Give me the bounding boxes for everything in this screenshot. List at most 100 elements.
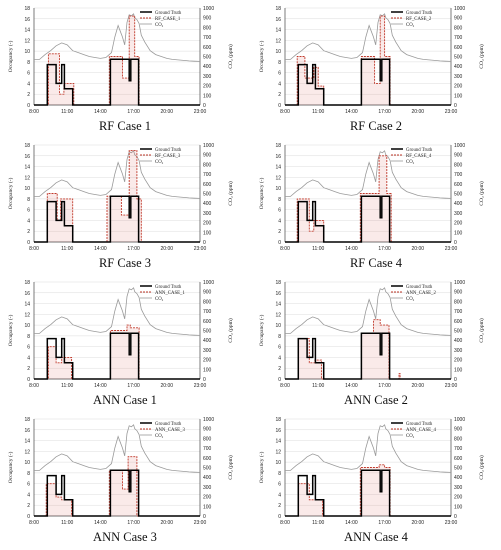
y2-tick-label: 500: [454, 466, 463, 472]
legend-label: CO₂: [406, 23, 415, 28]
series-prediction-area: [285, 319, 451, 379]
y2-tick-label: 0: [203, 514, 206, 520]
y-tick-label: 8: [278, 60, 281, 66]
x-tick-label: 11:00: [61, 383, 73, 389]
y2-tick-label: 100: [454, 367, 463, 373]
y2-tick-label: 500: [454, 55, 463, 61]
x-tick-label: 11:00: [61, 520, 73, 526]
series-co2-line: [285, 13, 452, 62]
x-tick-label: 23:00: [194, 520, 207, 526]
series-co2-line: [285, 424, 452, 473]
x-tick-label: 14:00: [345, 383, 358, 389]
y2-tick-label: 900: [454, 290, 463, 296]
y-tick-label: 14: [24, 165, 30, 171]
y-tick-label: 12: [24, 38, 30, 44]
y-tick-label: 16: [24, 17, 30, 23]
y2-tick-label: 700: [203, 309, 212, 315]
y-tick-label: 4: [27, 355, 30, 361]
x-tick-label: 8:00: [29, 520, 39, 526]
y2-axis-title: CO₂ (ppm): [478, 44, 485, 69]
x-tick-label: 14:00: [345, 520, 358, 526]
chart-panel: 0 2 4 6 8 10 12 14 16 18 0 100 200 300 400 500 600 700 800…: [251, 0, 501, 137]
legend-label: CO₂: [406, 434, 415, 439]
y-tick-label: 4: [278, 218, 281, 224]
y-tick-label: 14: [275, 165, 281, 171]
y2-tick-label: 100: [454, 230, 463, 236]
y2-tick-label: 900: [454, 153, 463, 159]
series-prediction-area: [34, 325, 200, 379]
legend-label: ANN_CASE_2: [406, 291, 436, 296]
y2-tick-label: 100: [454, 93, 463, 99]
y2-tick-label: 0: [454, 514, 457, 520]
y2-tick-label: 1000: [454, 6, 465, 12]
y2-tick-label: 600: [203, 456, 212, 462]
panel-caption: ANN Case 1: [93, 393, 157, 407]
x-tick-label: 23:00: [445, 109, 458, 115]
y2-tick-label: 300: [454, 348, 463, 354]
legend-label: Ground Truth: [155, 11, 182, 16]
y-tick-label: 6: [27, 71, 30, 77]
y2-axis-title: CO₂ (ppm): [227, 455, 234, 480]
y2-tick-label: 700: [454, 172, 463, 178]
y-tick-label: 2: [278, 503, 281, 509]
legend-label: Ground Truth: [406, 148, 433, 153]
y-tick-label: 2: [278, 92, 281, 98]
y-tick-label: 10: [24, 186, 30, 192]
x-tick-label: 8:00: [29, 109, 39, 115]
y2-tick-label: 200: [203, 221, 212, 227]
panel-caption: RF Case 3: [98, 256, 152, 270]
y-tick-label: 18: [275, 280, 281, 286]
y2-tick-label: 800: [203, 436, 212, 442]
y2-tick-label: 400: [203, 475, 212, 481]
y2-tick-label: 200: [454, 358, 463, 364]
series-ground-truth-line: [285, 195, 451, 243]
series-co2-line: [285, 150, 452, 199]
legend-label: ANN_CASE_4: [406, 428, 436, 433]
y2-tick-label: 600: [454, 182, 463, 188]
y2-tick-label: 200: [203, 358, 212, 364]
series-ground-truth-line: [34, 332, 200, 380]
y2-tick-label: 500: [454, 192, 463, 198]
y-tick-label: 10: [275, 323, 281, 329]
series-prediction-area: [285, 16, 451, 106]
x-tick-label: 14:00: [94, 246, 107, 252]
y-tick-label: 2: [278, 366, 281, 372]
y-tick-label: 6: [278, 482, 281, 488]
y2-tick-label: 1000: [454, 417, 465, 423]
y2-tick-label: 400: [203, 64, 212, 70]
y-tick-label: 16: [24, 428, 30, 434]
x-tick-label: 8:00: [280, 109, 290, 115]
panel-caption: ANN Case 4: [344, 530, 408, 544]
x-tick-label: 11:00: [312, 520, 324, 526]
y-tick-label: 8: [278, 334, 281, 340]
x-tick-label: 17:00: [378, 109, 391, 115]
x-tick-label: 23:00: [445, 246, 458, 252]
y2-tick-label: 300: [454, 485, 463, 491]
y-axis-title: Occupancy (-): [7, 452, 14, 484]
y-tick-label: 12: [24, 312, 30, 318]
y2-tick-label: 800: [203, 25, 212, 31]
y-tick-label: 6: [27, 482, 30, 488]
y-axis-title: Occupancy (-): [7, 315, 14, 347]
x-tick-label: 23:00: [194, 109, 207, 115]
y-axis-title: Occupancy (-): [258, 178, 265, 210]
series-ground-truth-line: [34, 469, 200, 517]
y2-axis-title: CO₂ (ppm): [478, 181, 485, 206]
y-tick-label: 14: [275, 302, 281, 308]
y2-tick-label: 800: [454, 436, 463, 442]
chart-panel: 0 2 4 6 8 10 12 14 16 18 0 100 200 300 400 500 600 700 800…: [0, 411, 250, 548]
x-tick-label: 23:00: [194, 383, 207, 389]
y-tick-label: 12: [275, 449, 281, 455]
y2-tick-label: 100: [203, 504, 212, 510]
y2-tick-label: 500: [203, 466, 212, 472]
legend-label: RF_CASE_4: [406, 154, 432, 159]
x-tick-label: 17:00: [127, 246, 140, 252]
y-tick-label: 18: [275, 417, 281, 423]
y2-tick-label: 500: [454, 329, 463, 335]
chart-svg: 0 2 4 6 8 10 12 14 16 18 0 100 200 300 400 500 600 700 800…: [258, 280, 485, 389]
y-tick-label: 8: [27, 197, 30, 203]
y2-tick-label: 1000: [203, 417, 214, 423]
y-tick-label: 0: [278, 240, 281, 246]
x-tick-label: 11:00: [312, 109, 324, 115]
x-tick-label: 20:00: [161, 246, 174, 252]
